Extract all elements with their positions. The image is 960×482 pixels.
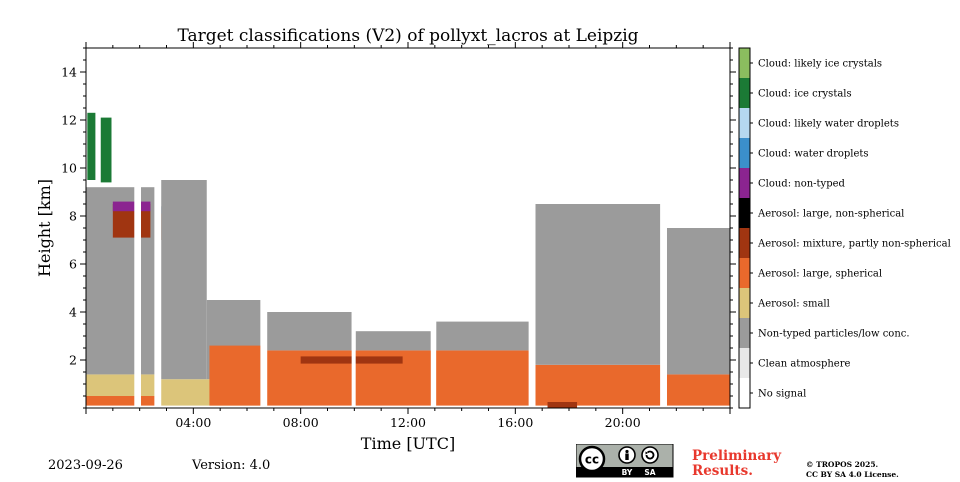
x-tick-label: 12:00 [390, 415, 426, 430]
gaps-layer [134, 48, 667, 408]
badge-sa-label: SA [644, 468, 655, 477]
legend-label-cloud-water-droplets: Cloud: water droplets [758, 149, 869, 160]
region-non-typed-particles-low-conc--10 [161, 180, 207, 380]
colorbar-frame [738, 47, 751, 409]
data-gap-0 [134, 48, 142, 408]
legend-swatch-no-signal [739, 378, 750, 408]
legend-label-aerosol-small: Aerosol: small [757, 299, 830, 310]
colorbar-legend: No signal Clean atmosphere Non-typed parti… [738, 47, 951, 409]
region-aerosol-large-spherical-18 [535, 364, 661, 406]
legend-swatch-aerosol-large-non-spherical [739, 198, 750, 228]
y-tick-label: 4 [69, 305, 77, 320]
legend-label-cloud-likely-ice-crystals: Cloud: likely ice crystals [758, 59, 882, 70]
preliminary-line-2: Results. [692, 463, 753, 479]
legend-swatch-aerosol-large-spherical [739, 258, 750, 288]
legend-swatch-cloud-water-droplets [739, 138, 750, 168]
data-gap-3 [351, 48, 356, 408]
measurement-date: 2023-09-26 [48, 458, 123, 473]
x-axis: 04:00 08:00 12:00 16:00 20:00 [85, 42, 731, 430]
y-tick-label: 8 [69, 209, 77, 224]
legend-label-non-typed-particles-low-conc: Non-typed particles/low conc. [758, 329, 910, 340]
x-tick-label: 08:00 [283, 415, 319, 430]
legend-label-cloud-non-typed: Cloud: non-typed [758, 179, 846, 190]
badge-by-label: BY [622, 468, 633, 477]
y-tick-label: 2 [69, 353, 77, 368]
legend-swatch-cloud-likely-ice-crystals [739, 48, 750, 78]
cc-icon [578, 445, 606, 473]
y-tick-label: 6 [69, 257, 77, 272]
legend-label-aerosol-large-spherical: Aerosol: large, spherical [757, 269, 882, 280]
plot-area [85, 47, 731, 409]
copyright-line-1: © TROPOS 2025. [806, 460, 879, 469]
region-non-typed-particles-low-conc--21 [666, 228, 730, 375]
data-gap-4 [430, 48, 437, 408]
legend-swatch-cloud-ice-crystals [739, 78, 750, 108]
legend-swatch-cloud-non-typed [739, 168, 750, 198]
region-aerosol-small-0 [86, 374, 155, 396]
region-cloud-non-typed-6 [112, 201, 151, 212]
sa-icon [641, 446, 659, 464]
legend-label-cloud-likely-water-droplets: Cloud: likely water droplets [758, 119, 899, 130]
region-aerosol-large-spherical-12 [209, 345, 261, 406]
x-tick-label: 04:00 [175, 415, 211, 430]
region-cloud-ice-crystals-4 [100, 117, 112, 183]
preliminary-line-1: Preliminary [692, 448, 782, 464]
svg-text:cc: cc [585, 453, 599, 467]
region-cloud-ice-crystals-3 [87, 112, 96, 180]
legend-label-clean-atmosphere: Clean atmosphere [758, 359, 851, 370]
x-tick-label: 20:00 [605, 415, 641, 430]
data-gap-5 [528, 48, 536, 408]
legend-swatch-aerosol-mixture-partly-non-spherical [739, 228, 750, 258]
y-tick-label: 10 [61, 161, 77, 176]
legend-label-cloud-ice-crystals: Cloud: ice crystals [758, 89, 852, 100]
y-tick-label: 14 [61, 65, 77, 80]
data-gap-1 [154, 48, 162, 408]
x-axis-label: Time [UTC] [361, 434, 455, 453]
region-non-typed-particles-low-conc--16 [436, 321, 529, 351]
preliminary-notice: Preliminary Results. [692, 449, 781, 479]
legend-swatch-aerosol-small [739, 288, 750, 318]
version-label: Version: 4.0 [192, 458, 271, 473]
region-aerosol-large-spherical-1 [86, 396, 155, 406]
cc-license-badge: cc BY SA [575, 443, 674, 482]
regions-layer [86, 112, 730, 408]
region-non-typed-particles-low-conc--15 [355, 331, 431, 351]
legend-label-aerosol-mixture-partly-non-spherical: Aerosol: mixture, partly non-spherical [757, 239, 951, 250]
legend-swatch-non-typed-particles-low-conc [739, 318, 750, 348]
legend-label-no-signal: No signal [758, 389, 806, 400]
data-gap-2 [260, 48, 268, 408]
legend-label-aerosol-large-non-spherical: Aerosol: large, non-spherical [757, 209, 904, 220]
region-aerosol-large-spherical-20 [666, 374, 730, 406]
region-non-typed-particles-low-conc--19 [535, 204, 661, 365]
legend-swatch-cloud-likely-water-droplets [739, 108, 750, 138]
y-tick-label: 12 [61, 113, 77, 128]
copyright-line-2: CC BY SA 4.0 License. [806, 470, 899, 479]
y-axis: 2 4 6 8 10 12 14 [61, 47, 736, 409]
region-non-typed-particles-low-conc--14 [267, 312, 352, 351]
copyright-notice: © TROPOS 2025. CC BY SA 4.0 License. [806, 460, 899, 480]
x-tick-label: 16:00 [497, 415, 533, 430]
data-gap-6 [660, 48, 667, 408]
legend-swatch-clean-atmosphere [739, 348, 750, 378]
region-aerosol-mixture-partly-non-spherical-22 [547, 402, 578, 408]
chart-title: Target classifications (V2) of pollyxt_l… [177, 26, 638, 46]
y-axis-label: Height [km] [35, 179, 54, 277]
